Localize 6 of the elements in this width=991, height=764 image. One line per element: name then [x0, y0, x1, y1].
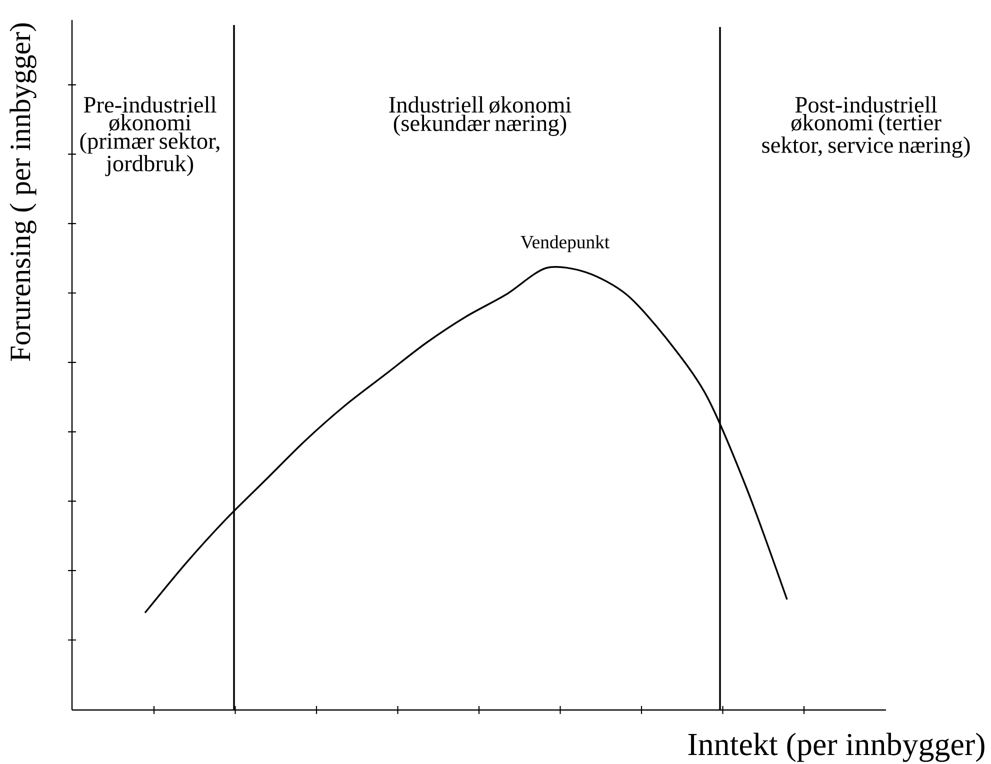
text: Post-industriell økonomi (tertier sektor, service næring)	[762, 96, 970, 158]
text: Industriell økonomi (sekundær næring)	[389, 96, 572, 136]
text: Pre-industriell økonomi (primær sektor, jordbruk)	[80, 96, 220, 176]
x-axis-title: Inntekt (per innbygger)	[688, 732, 984, 762]
text: Vendepunkt	[520, 235, 610, 252]
y-axis-title: Forurensing ( per innbygger)	[10, 23, 36, 362]
